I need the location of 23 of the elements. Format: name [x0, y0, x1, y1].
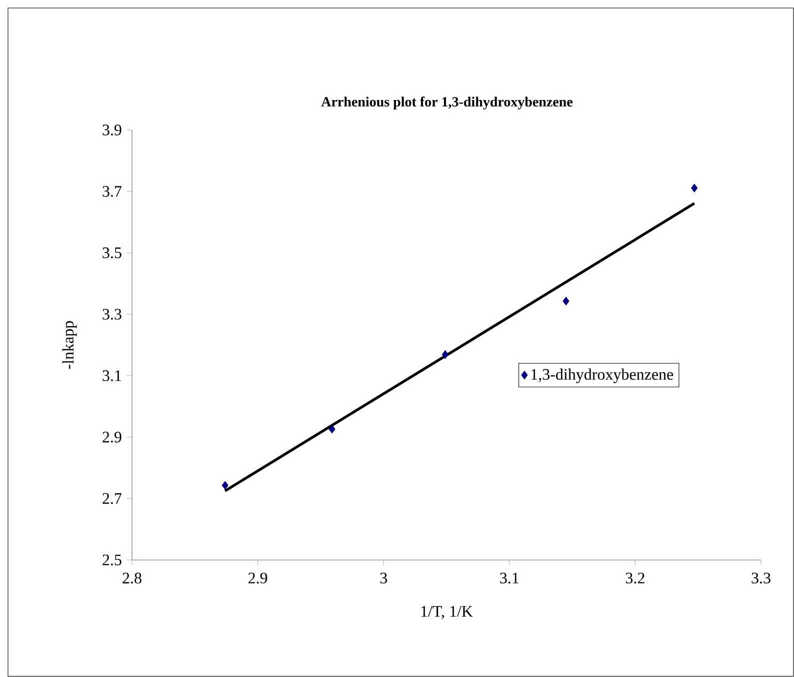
y-axis-title: -lnkapp [62, 321, 77, 369]
y-tick-label: 2.5 [102, 554, 122, 566]
x-tick-label: 3.3 [752, 572, 770, 584]
point [442, 350, 449, 359]
x-tick-label: 3.1 [500, 572, 518, 584]
x-tick-label: 2.9 [248, 572, 268, 584]
y-tick-label: 2.9 [102, 432, 122, 443]
chart-title: Arrhenious plot for 1,3-dihydroxybenzene [321, 96, 573, 110]
x-tick-label: 3.2 [626, 572, 644, 584]
point [328, 424, 336, 434]
legend-label: 1,3-dihydroxybenzene [532, 368, 674, 384]
point [691, 184, 698, 192]
y-tick-label: 3.1 [102, 370, 122, 382]
y-tick-label: 2.7 [102, 493, 122, 504]
y-tick-label: 3.7 [102, 186, 122, 197]
x-tick-label: 3 [380, 572, 387, 584]
y-tick-label: 3.5 [102, 247, 122, 258]
point [222, 481, 228, 490]
x-tick-label: 2.8 [122, 572, 142, 584]
y-tick-label: 3.3 [102, 308, 122, 320]
y-tick-label: 3.9 [102, 124, 122, 136]
point [562, 296, 570, 306]
x-axis-title: 1/T, 1/K [421, 606, 473, 620]
